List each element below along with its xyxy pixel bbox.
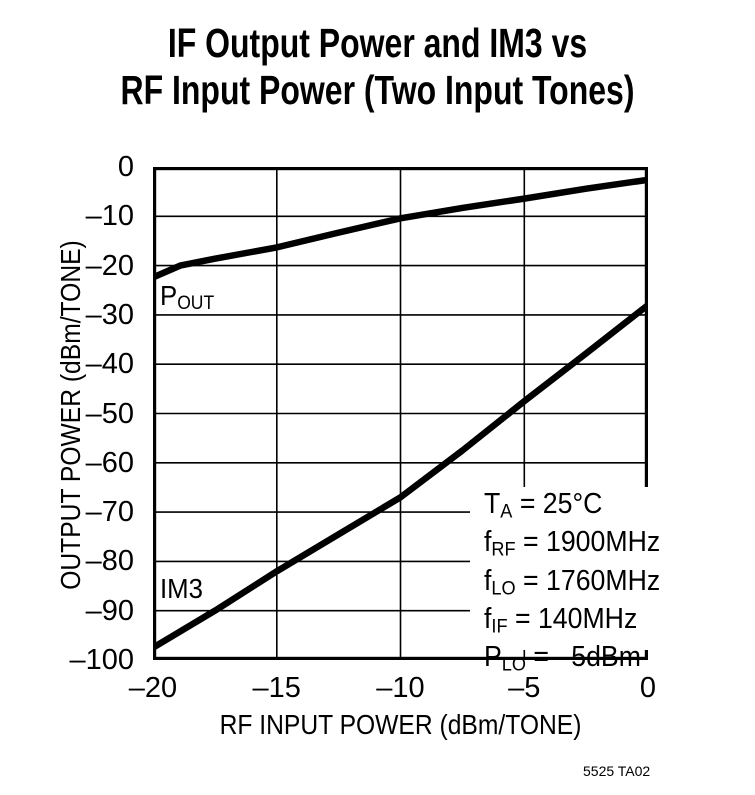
curve-pout xyxy=(153,176,648,281)
y-tick-label: 0 xyxy=(117,151,134,183)
y-tick-label: –40 xyxy=(85,348,134,381)
y-tick-label: –60 xyxy=(85,446,134,479)
conditions-annotation-text: TA = 25°C fRF = 1900MHz fLO = 1760MHz fIF =… xyxy=(484,488,661,681)
curve-label-im3: IM3 xyxy=(160,573,203,604)
curve-label-pout: POUT xyxy=(160,280,215,315)
condition-line: PLO = –5dBm xyxy=(484,641,641,676)
x-tick-label: –20 xyxy=(128,672,178,704)
chart-title: IF Output Power and IM3 vs RF Input Powe… xyxy=(83,20,672,114)
condition-line: fLO = 1760MHz xyxy=(484,564,661,599)
y-tick-label: –90 xyxy=(85,594,134,627)
curve-im3 xyxy=(153,302,648,651)
conditions-annotation: TA = 25°C fRF = 1900MHz fLO = 1760MHz fIF =… xyxy=(470,487,660,676)
y-tick-label: –30 xyxy=(85,298,134,331)
y-tick-label: –80 xyxy=(85,545,134,578)
plot-border xyxy=(153,167,648,660)
x-axis-title: RF INPUT POWER (dBm/TONE) xyxy=(219,709,582,740)
x-tick-label: 0 xyxy=(639,672,657,704)
x-tick-label: –10 xyxy=(376,672,425,704)
plot-area xyxy=(153,167,648,660)
chart-title-line2: RF Input Power (Two Input Tones) xyxy=(120,67,635,113)
y-tick-label: –20 xyxy=(85,249,134,282)
condition-line: fRF = 1900MHz xyxy=(484,526,661,561)
chart-title-line1: IF Output Power and IM3 vs xyxy=(167,20,588,66)
y-tick-label: –100 xyxy=(69,644,134,676)
part-code: 5525 TA02 xyxy=(583,763,651,779)
y-tick-label: –50 xyxy=(85,397,134,430)
x-tick-label: –15 xyxy=(252,672,301,704)
x-tick-label: –5 xyxy=(508,672,541,704)
y-tick-label: –10 xyxy=(85,200,134,233)
condition-line: TA = 25°C xyxy=(484,488,603,523)
chart-svg xyxy=(153,167,648,660)
y-tick-label: –70 xyxy=(85,496,134,529)
condition-line: fIF = 140MHz xyxy=(484,602,638,638)
